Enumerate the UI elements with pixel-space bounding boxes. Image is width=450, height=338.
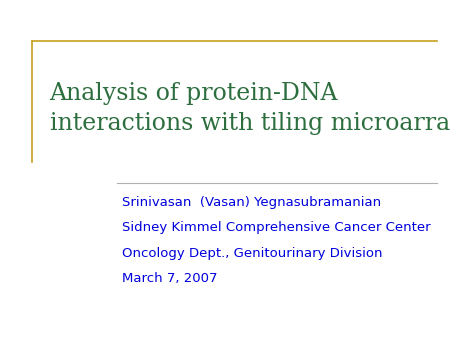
Text: March 7, 2007: March 7, 2007 (122, 272, 217, 285)
Text: Srinivasan  (Vasan) Yegnasubramanian: Srinivasan (Vasan) Yegnasubramanian (122, 196, 381, 209)
Text: Sidney Kimmel Comprehensive Cancer Center: Sidney Kimmel Comprehensive Cancer Cente… (122, 221, 430, 234)
Text: Analysis of protein-DNA
interactions with tiling microarrays: Analysis of protein-DNA interactions wit… (50, 81, 450, 135)
Text: Oncology Dept., Genitourinary Division: Oncology Dept., Genitourinary Division (122, 247, 382, 260)
